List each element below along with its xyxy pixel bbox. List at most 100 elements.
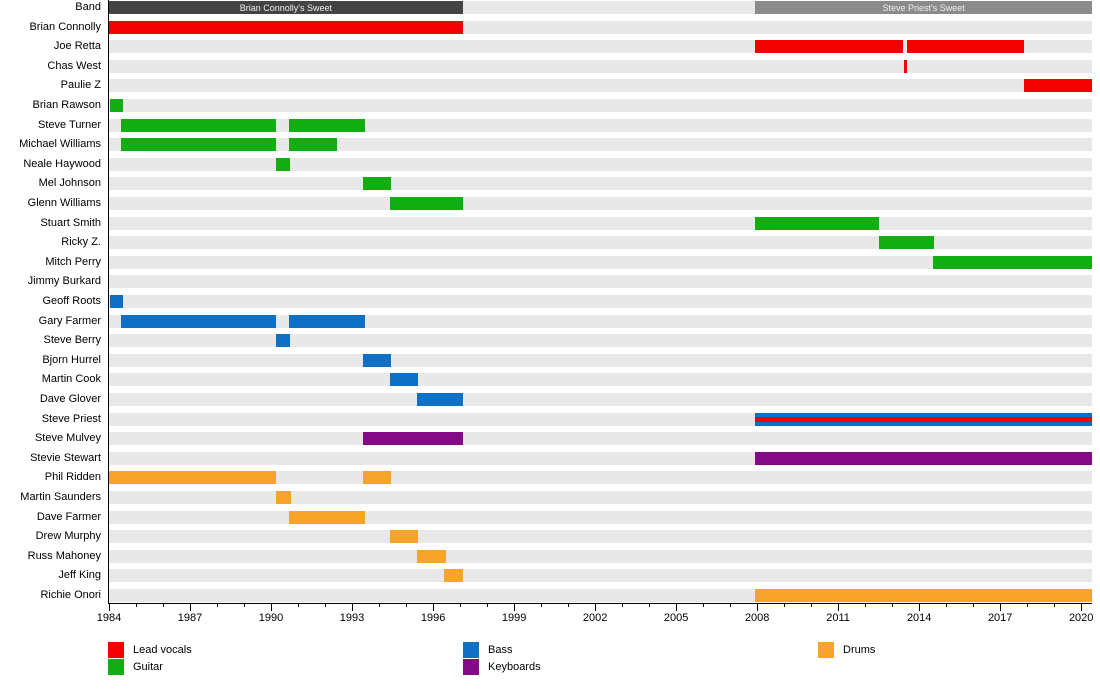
- row-label: Geoff Roots: [42, 295, 102, 307]
- timeline-bar: [109, 471, 277, 484]
- row-label: Jimmy Burkard: [27, 275, 101, 287]
- legend-label: Bass: [488, 644, 513, 656]
- row-track: [109, 177, 1092, 190]
- timeline-bar: [907, 40, 1024, 53]
- row-label: Ricky Z.: [61, 236, 101, 248]
- axis-tick-major: [352, 603, 353, 611]
- legend-swatch-guitar: [108, 659, 124, 675]
- x-axis-line: [108, 603, 1092, 604]
- axis-tick-minor: [1054, 603, 1056, 607]
- axis-tick-major: [1000, 603, 1002, 611]
- axis-tick-minor: [649, 603, 651, 607]
- timeline-bar: [389, 530, 419, 543]
- row-label: Paulie Z: [60, 79, 101, 91]
- timeline-bar: [416, 393, 463, 406]
- axis-tick-minor: [973, 603, 975, 607]
- timeline-bar: [362, 432, 463, 445]
- legend-swatch-vocals: [108, 642, 124, 658]
- row-track: [109, 569, 1092, 582]
- band-era-bar: Steve Priest's Sweet: [755, 1, 1092, 14]
- row-label: Jeff King: [58, 569, 101, 581]
- row-track: [109, 511, 1092, 524]
- axis-tick-minor: [946, 603, 948, 607]
- row-label: Stuart Smith: [40, 217, 101, 229]
- row-label: Dave Glover: [39, 393, 101, 405]
- axis-year-label: 2005: [663, 612, 689, 624]
- row-track: [109, 471, 1092, 484]
- axis-year-label: 1993: [339, 612, 365, 624]
- row-label: Glenn Williams: [27, 197, 101, 209]
- row-track: [109, 256, 1092, 269]
- timeline-bar: [755, 589, 1092, 602]
- row-label: Martin Saunders: [20, 491, 101, 503]
- row-track: [109, 334, 1092, 347]
- axis-tick-major: [109, 603, 110, 611]
- row-label: Brian Rawson: [32, 99, 101, 111]
- axis-tick-major: [514, 603, 516, 611]
- row-track: [109, 197, 1092, 210]
- row-label: Dave Farmer: [36, 511, 101, 523]
- timeline-bar: [389, 373, 419, 386]
- axis-tick-major: [271, 603, 272, 611]
- row-label: Martin Cook: [41, 373, 101, 385]
- timeline-bar: [121, 119, 277, 132]
- timeline-bar: [932, 256, 1092, 269]
- axis-year-label: 1984: [96, 612, 122, 624]
- timeline-bar: [755, 413, 1092, 426]
- axis-tick-minor: [325, 603, 326, 607]
- row-label: Steve Berry: [43, 334, 101, 346]
- row-track: [109, 236, 1092, 249]
- axis-tick-minor: [406, 603, 408, 607]
- axis-tick-major: [433, 603, 435, 611]
- band-era-label: Brian Connolly's Sweet: [239, 2, 333, 13]
- axis-tick-minor: [298, 603, 299, 607]
- axis-year-label: 2011: [826, 612, 850, 624]
- axis-tick-minor: [730, 603, 732, 607]
- row-track: [109, 158, 1092, 171]
- timeline-bar: [289, 511, 365, 524]
- timeline-bar: [903, 60, 907, 73]
- row-label: Bjorn Hurrel: [42, 354, 101, 366]
- row-label: Drew Murphy: [35, 530, 101, 542]
- row-track: [109, 432, 1092, 445]
- timeline-bar: [755, 40, 904, 53]
- row-track: [109, 217, 1092, 230]
- row-label: Richie Onori: [40, 589, 101, 601]
- legend-label: Lead vocals: [133, 644, 192, 656]
- axis-year-label: 1990: [258, 612, 284, 624]
- band-era-label: Steve Priest's Sweet: [882, 2, 965, 13]
- axis-tick-major: [676, 603, 678, 611]
- axis-tick-major: [595, 603, 597, 611]
- row-label: Mitch Perry: [45, 256, 101, 268]
- axis-tick-minor: [703, 603, 705, 607]
- axis-tick-minor: [217, 603, 218, 607]
- axis-tick-major: [190, 603, 191, 611]
- axis-tick-minor: [487, 603, 489, 607]
- timeline-bar: [416, 550, 447, 563]
- timeline-bar: [443, 569, 463, 582]
- timeline-bar: [289, 315, 365, 328]
- timeline-bar: [755, 217, 879, 230]
- axis-year-label: 2017: [987, 612, 1013, 624]
- row-track: [109, 354, 1092, 367]
- timeline-bar: [289, 138, 338, 151]
- legend-label: Drums: [843, 644, 876, 656]
- timeline-bar: [878, 236, 935, 249]
- axis-tick-minor: [163, 603, 164, 607]
- timeline-bar: [276, 491, 292, 504]
- row-label: Steve Mulvey: [34, 432, 101, 444]
- legend-swatch-drums: [818, 642, 834, 658]
- row-label: Neale Haywood: [23, 158, 101, 170]
- row-label: Michael Williams: [19, 138, 101, 150]
- timeline-bar: [755, 452, 1092, 465]
- axis-year-label: 1999: [501, 612, 527, 624]
- axis-tick-minor: [460, 603, 462, 607]
- legend-swatch-bass: [463, 642, 479, 658]
- timeline-bar: [110, 295, 123, 308]
- row-label: Band: [75, 1, 101, 13]
- axis-tick-major: [919, 603, 921, 611]
- row-track: [109, 393, 1092, 406]
- axis-tick-major: [757, 603, 759, 611]
- axis-tick-minor: [136, 603, 137, 607]
